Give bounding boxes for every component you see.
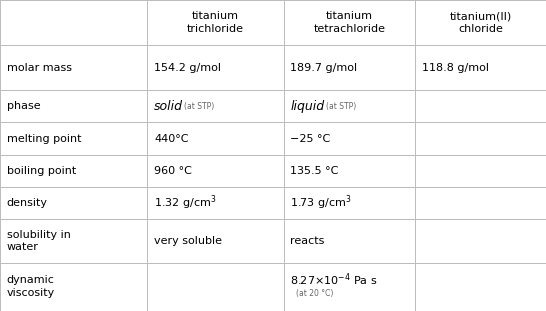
Text: solubility in
water: solubility in water (7, 230, 70, 252)
Text: melting point: melting point (7, 134, 81, 144)
Text: molar mass: molar mass (7, 63, 72, 73)
Text: titanium
trichloride: titanium trichloride (187, 11, 244, 34)
Text: phase: phase (7, 101, 40, 111)
Text: 154.2 g/mol: 154.2 g/mol (154, 63, 221, 73)
Text: $8.27{\times}10^{-4}$ Pa s: $8.27{\times}10^{-4}$ Pa s (290, 272, 378, 288)
Text: 1.73 g/cm$^3$: 1.73 g/cm$^3$ (290, 194, 352, 212)
Text: (at STP): (at STP) (184, 102, 214, 111)
Text: 189.7 g/mol: 189.7 g/mol (290, 63, 358, 73)
Text: dynamic
viscosity: dynamic viscosity (7, 276, 55, 298)
Text: titanium(II)
chloride: titanium(II) chloride (449, 11, 512, 34)
Text: density: density (7, 198, 48, 208)
Text: very soluble: very soluble (154, 236, 222, 246)
Text: boiling point: boiling point (7, 166, 76, 176)
Text: 1.32 g/cm$^3$: 1.32 g/cm$^3$ (154, 194, 216, 212)
Text: 118.8 g/mol: 118.8 g/mol (422, 63, 489, 73)
Text: 135.5 °C: 135.5 °C (290, 166, 339, 176)
Text: reacts: reacts (290, 236, 325, 246)
Text: 960 °C: 960 °C (154, 166, 192, 176)
Text: (at STP): (at STP) (326, 102, 356, 111)
Text: −25 °C: −25 °C (290, 134, 331, 144)
Text: 440°C: 440°C (154, 134, 188, 144)
Text: titanium
tetrachloride: titanium tetrachloride (313, 11, 385, 34)
Text: (at 20 °C): (at 20 °C) (296, 289, 333, 298)
Text: liquid: liquid (290, 100, 324, 113)
Text: solid: solid (154, 100, 183, 113)
